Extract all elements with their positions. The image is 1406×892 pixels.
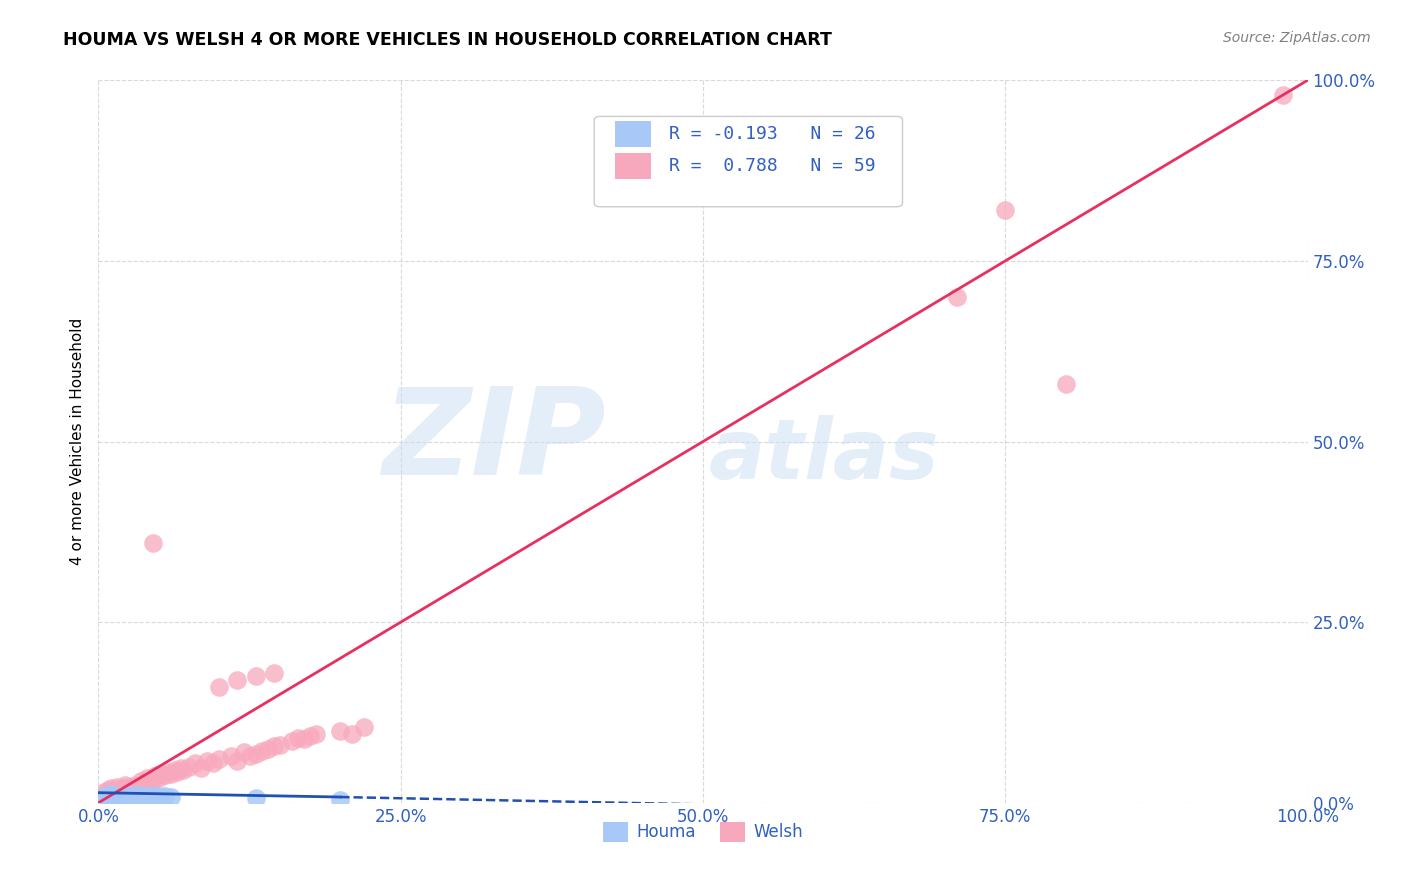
Text: HOUMA VS WELSH 4 OR MORE VEHICLES IN HOUSEHOLD CORRELATION CHART: HOUMA VS WELSH 4 OR MORE VEHICLES IN HOU… xyxy=(63,31,832,49)
Point xyxy=(101,785,124,799)
Point xyxy=(202,756,225,770)
Point xyxy=(226,754,249,768)
Point xyxy=(245,791,267,805)
Point xyxy=(245,669,267,683)
Point xyxy=(184,756,207,770)
Text: R = -0.193   N = 26: R = -0.193 N = 26 xyxy=(669,126,876,144)
Point xyxy=(93,789,115,803)
Point xyxy=(195,754,218,768)
Point xyxy=(145,768,167,782)
Point xyxy=(163,764,186,778)
Point xyxy=(329,723,352,738)
Point xyxy=(114,778,136,792)
Point xyxy=(946,290,969,304)
Point xyxy=(148,789,170,803)
Point xyxy=(139,775,162,789)
Point xyxy=(160,790,183,805)
Point xyxy=(353,720,375,734)
Point xyxy=(107,789,129,804)
Y-axis label: 4 or more Vehicles in Household: 4 or more Vehicles in Household xyxy=(69,318,84,566)
Point xyxy=(104,789,127,803)
Point xyxy=(292,732,315,747)
Point xyxy=(153,768,176,782)
Bar xyxy=(614,121,651,147)
Point xyxy=(118,780,141,794)
Point xyxy=(135,789,157,803)
Point xyxy=(142,772,165,787)
Point xyxy=(97,790,120,805)
Point xyxy=(134,789,156,803)
Point xyxy=(127,788,149,802)
Text: Source: ZipAtlas.com: Source: ZipAtlas.com xyxy=(1223,31,1371,45)
Point xyxy=(141,789,163,803)
Point xyxy=(239,748,262,763)
Point xyxy=(111,781,134,796)
Point xyxy=(134,778,156,792)
Point xyxy=(143,789,166,804)
Point xyxy=(305,727,328,741)
Point xyxy=(245,747,267,761)
Point xyxy=(117,788,139,802)
Point xyxy=(287,731,309,745)
Point xyxy=(118,789,141,803)
Point xyxy=(108,789,131,803)
Point xyxy=(142,535,165,549)
Point xyxy=(263,665,285,680)
Point xyxy=(100,781,122,796)
Point xyxy=(299,729,322,743)
Point xyxy=(114,789,136,804)
Point xyxy=(148,771,170,785)
Point xyxy=(208,752,231,766)
Point xyxy=(121,789,143,804)
Point xyxy=(232,745,254,759)
Point xyxy=(129,774,152,789)
Point xyxy=(226,673,249,687)
Bar xyxy=(614,153,651,179)
Point xyxy=(131,789,153,804)
Point xyxy=(160,767,183,781)
Point xyxy=(124,789,146,803)
Point xyxy=(169,761,191,775)
Point xyxy=(179,760,201,774)
Point xyxy=(256,741,278,756)
Point xyxy=(1272,87,1295,102)
Point xyxy=(93,785,115,799)
Text: R =  0.788   N = 59: R = 0.788 N = 59 xyxy=(669,157,876,175)
Point xyxy=(128,789,150,803)
Point xyxy=(111,789,134,803)
Point xyxy=(281,734,304,748)
Point xyxy=(135,771,157,785)
Point xyxy=(994,203,1017,218)
Point xyxy=(153,789,176,804)
Point xyxy=(263,739,285,754)
Text: atlas: atlas xyxy=(709,416,939,497)
Point xyxy=(105,780,128,794)
Point xyxy=(157,765,180,780)
Point xyxy=(190,761,212,775)
Point xyxy=(127,781,149,796)
Legend: Houma, Welsh: Houma, Welsh xyxy=(596,815,810,848)
Point xyxy=(269,738,291,752)
Point xyxy=(124,778,146,792)
Point xyxy=(97,782,120,797)
Point xyxy=(172,764,194,778)
Point xyxy=(100,787,122,801)
Point xyxy=(166,765,188,780)
Point xyxy=(138,789,160,804)
Point xyxy=(101,790,124,805)
Point xyxy=(120,782,142,797)
Text: ZIP: ZIP xyxy=(382,383,606,500)
FancyBboxPatch shape xyxy=(595,117,903,207)
Point xyxy=(221,748,243,763)
Point xyxy=(108,782,131,797)
Point xyxy=(329,793,352,807)
Point xyxy=(1054,376,1077,391)
Point xyxy=(208,680,231,694)
Point xyxy=(342,727,364,741)
Point xyxy=(250,744,273,758)
Point xyxy=(152,767,174,781)
